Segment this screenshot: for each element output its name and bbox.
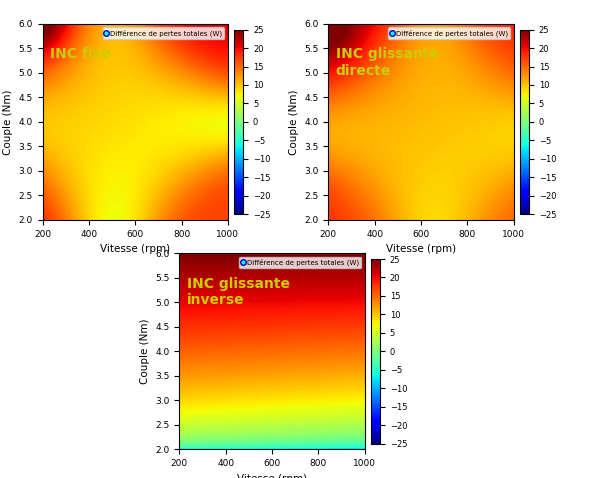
Legend: Différence de pertes totales (W): Différence de pertes totales (W) — [103, 27, 224, 39]
Text: INC glissante
directe: INC glissante directe — [336, 47, 439, 77]
X-axis label: Vitesse (rpm): Vitesse (rpm) — [386, 244, 456, 254]
X-axis label: Vitesse (rpm): Vitesse (rpm) — [237, 474, 307, 478]
Y-axis label: Couple (Nm): Couple (Nm) — [3, 89, 13, 155]
Y-axis label: Couple (Nm): Couple (Nm) — [140, 318, 150, 384]
Legend: Différence de pertes totales (W): Différence de pertes totales (W) — [389, 27, 510, 39]
X-axis label: Vitesse (rpm): Vitesse (rpm) — [100, 244, 170, 254]
Text: INC glissante
inverse: INC glissante inverse — [187, 277, 290, 307]
Legend: Différence de pertes totales (W): Différence de pertes totales (W) — [240, 257, 361, 269]
Text: INC fixe: INC fixe — [50, 47, 111, 61]
Y-axis label: Couple (Nm): Couple (Nm) — [289, 89, 299, 155]
